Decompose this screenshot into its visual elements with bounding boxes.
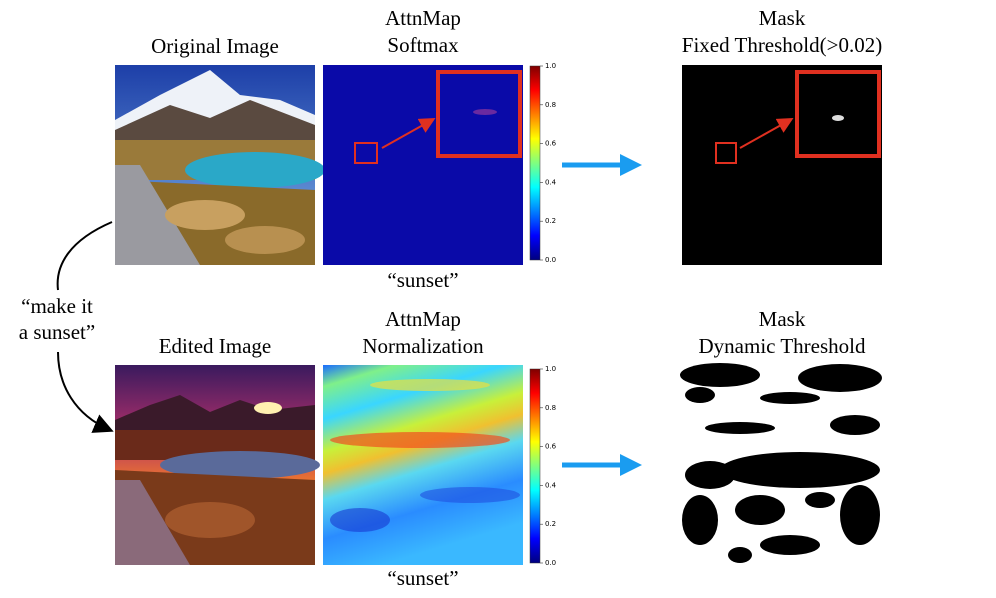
attn-map-softmax — [323, 65, 523, 265]
panel-title: AttnMap — [385, 307, 461, 331]
colorbar-tick-label: 1.0 — [545, 365, 556, 373]
colorbar — [529, 65, 541, 261]
panel-title: Original Image — [151, 34, 279, 58]
colorbar-tick-label: 1.0 — [545, 62, 556, 70]
colorbar-tick-label: 0.4 — [545, 481, 557, 489]
colorbar-tick-label: 0.2 — [545, 217, 556, 225]
panel-title: Edited Image — [159, 334, 272, 358]
prompt: a sunset” — [19, 320, 95, 344]
panel-title: Mask — [759, 307, 806, 331]
panel-title: Softmax — [387, 33, 459, 57]
colorbar-tick-label: 0.2 — [545, 520, 556, 528]
panel-title: Normalization — [362, 334, 484, 358]
mask-dynamic — [680, 363, 882, 565]
attn-map-normalization — [323, 365, 523, 565]
colorbar-tick-label: 0.6 — [545, 140, 557, 148]
prompt: “make it — [21, 294, 93, 318]
curve-arrow — [57, 351, 114, 433]
colorbar — [529, 368, 541, 564]
panel-title: Dynamic Threshold — [699, 334, 866, 358]
colorbar-tick-label: 0.4 — [545, 178, 557, 186]
colorbar-tick-label: 0.0 — [545, 559, 556, 567]
arrow — [562, 154, 642, 476]
panel-title: AttnMap — [385, 6, 461, 30]
mask-fixed — [682, 65, 882, 265]
colorbar-tick-label: 0.8 — [545, 101, 556, 109]
panel-title: Mask — [759, 6, 806, 30]
caption: “sunset” — [387, 268, 458, 292]
colorbar-tick-label: 0.8 — [545, 404, 556, 412]
caption: “sunset” — [387, 566, 458, 590]
panel-title: Fixed Threshold(>0.02) — [682, 33, 882, 57]
curve — [56, 221, 113, 291]
colorbar-tick-label: 0.0 — [545, 256, 556, 264]
edited-image — [115, 365, 320, 565]
original-image — [115, 65, 325, 265]
colorbar-tick-label: 0.6 — [545, 443, 557, 451]
